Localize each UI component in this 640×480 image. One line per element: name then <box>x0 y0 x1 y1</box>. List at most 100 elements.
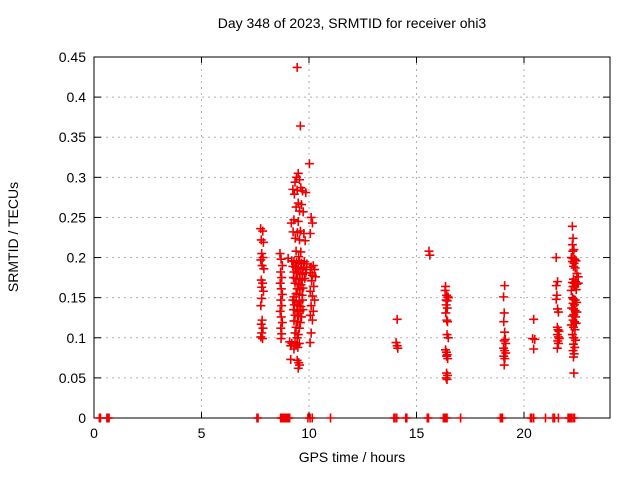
data-point <box>298 207 308 217</box>
data-point <box>295 121 305 131</box>
data-point <box>104 413 114 423</box>
data-point <box>300 273 310 283</box>
data-point <box>305 338 315 348</box>
y-tick-label: 0.3 <box>67 169 87 185</box>
data-point <box>275 249 285 259</box>
y-tick-label: 0.4 <box>67 89 87 105</box>
data-point <box>425 250 435 260</box>
y-tick-label: 0.45 <box>59 49 86 65</box>
data-point <box>258 286 268 296</box>
data-point <box>276 312 286 322</box>
data-point <box>553 307 563 317</box>
x-tick-label: 20 <box>516 425 532 441</box>
data-point <box>300 236 310 246</box>
data-point <box>443 293 453 303</box>
axes <box>93 56 611 419</box>
data-point <box>304 159 314 169</box>
data-point <box>294 338 304 348</box>
data-point <box>567 221 577 231</box>
data-point <box>568 352 578 362</box>
data-point <box>442 413 452 423</box>
data-point <box>286 354 296 364</box>
y-tick-label: 0.15 <box>59 290 86 306</box>
data-point <box>441 308 451 318</box>
data-point <box>256 332 266 342</box>
data-point <box>305 228 315 238</box>
data-point <box>529 413 539 423</box>
data-point <box>301 188 311 198</box>
data-point <box>310 295 320 305</box>
data-point <box>293 363 303 373</box>
data-point <box>393 343 403 353</box>
data-point <box>307 276 317 286</box>
data-point <box>541 413 550 423</box>
data-point <box>499 317 509 327</box>
x-axis-label: GPS time / hours <box>299 449 406 465</box>
chart-title: Day 348 of 2023, SRMTID for receiver ohi… <box>218 15 487 31</box>
data-point <box>440 285 450 295</box>
y-tick-label: 0.25 <box>59 209 86 225</box>
x-tick-label: 0 <box>90 425 98 441</box>
data-point <box>528 334 538 344</box>
data-point <box>258 226 268 236</box>
data-point <box>275 306 285 316</box>
data-point <box>276 284 286 294</box>
data-point <box>568 261 578 271</box>
data-point <box>392 314 402 324</box>
x-tick-label: 15 <box>409 425 425 441</box>
data-point <box>571 285 581 295</box>
data-point <box>442 374 452 384</box>
data-point <box>258 323 268 333</box>
data-point <box>570 413 580 423</box>
data-point <box>257 293 267 303</box>
data-point <box>499 292 509 302</box>
data-point <box>501 338 511 348</box>
data-point <box>569 368 579 378</box>
grid-lines <box>94 56 610 418</box>
data-point <box>257 315 267 325</box>
y-tick-label: 0.1 <box>67 330 87 346</box>
data-point <box>290 233 300 243</box>
data-point <box>529 314 539 324</box>
data-point <box>306 328 316 338</box>
data-point <box>257 282 267 292</box>
data-point <box>293 216 303 226</box>
data-point <box>277 273 287 283</box>
data-point <box>253 413 263 423</box>
tick-labels: 0 5 10 15 20 0 0.05 0.1 0.15 0.2 0.25 0.3 0.35 0.4 0.4… <box>59 49 532 441</box>
data-point <box>258 334 268 344</box>
data-point <box>289 189 299 199</box>
data-point <box>572 297 582 307</box>
data-point <box>308 261 318 271</box>
data-point <box>256 255 266 265</box>
data-point <box>551 281 561 291</box>
y-tick-label: 0.35 <box>59 129 86 145</box>
data-point <box>259 264 269 274</box>
data-point <box>551 253 561 263</box>
data-point <box>553 277 563 287</box>
data-point <box>295 175 305 185</box>
plot-border <box>93 56 611 419</box>
data-point <box>277 318 287 328</box>
data-point <box>529 344 539 354</box>
data-point <box>298 295 308 305</box>
data-point <box>288 227 298 237</box>
data-point <box>498 413 507 423</box>
data-point <box>291 246 301 256</box>
data-point <box>551 294 561 304</box>
data-point <box>424 246 434 256</box>
data-point <box>276 334 286 344</box>
data-point <box>566 285 576 295</box>
data-point <box>285 413 295 423</box>
data-point <box>306 301 316 311</box>
data-point <box>277 261 287 271</box>
data-point <box>307 218 317 228</box>
data-point <box>424 413 434 423</box>
data-point <box>298 305 308 315</box>
data-point <box>499 360 509 370</box>
data-point <box>571 335 581 345</box>
data-point <box>289 344 299 354</box>
data-point <box>286 218 296 228</box>
